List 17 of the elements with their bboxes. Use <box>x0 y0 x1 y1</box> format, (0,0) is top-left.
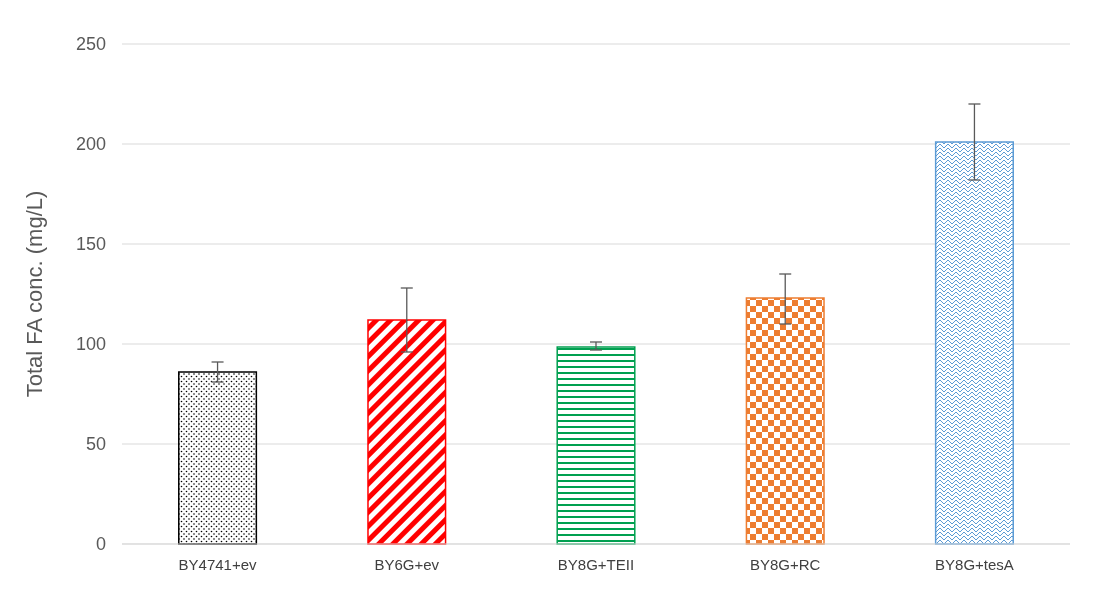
x-tick-label: BY8G+RC <box>749 556 821 573</box>
y-tick-label: 250 <box>75 34 106 55</box>
bar <box>556 346 636 545</box>
x-tick-label: BY8G+tesA <box>935 556 1014 573</box>
bar <box>367 319 447 545</box>
bar <box>178 371 258 545</box>
x-tick-label: BY4741+ev <box>178 556 258 573</box>
y-tick-label: 50 <box>85 434 106 455</box>
bar <box>934 141 1014 545</box>
x-tick-label: BY8G+TEII <box>557 556 635 573</box>
y-tick-label: 0 <box>95 534 106 555</box>
x-tick-label: BY6G+ev <box>374 556 440 573</box>
bar <box>745 297 825 545</box>
y-tick-label: 200 <box>75 134 106 155</box>
y-tick-label: 100 <box>75 334 106 355</box>
y-axis-title: Total FA conc. (mg/L) <box>22 190 47 398</box>
y-tick-label: 150 <box>75 234 106 255</box>
